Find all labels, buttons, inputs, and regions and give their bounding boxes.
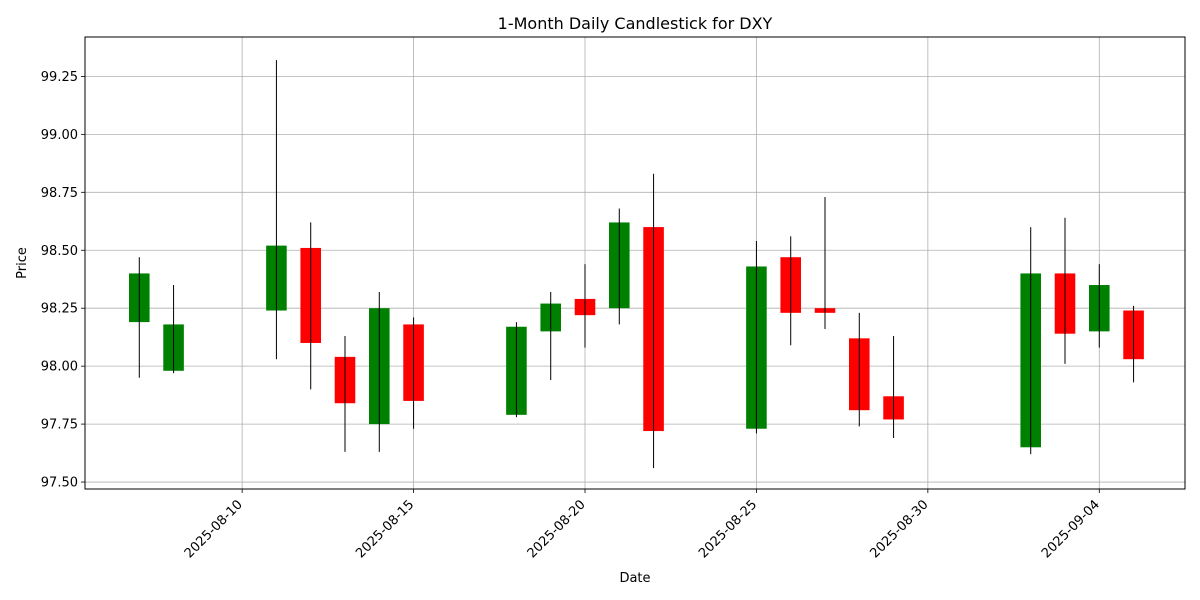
y-tick-label: 98.00 [41,360,78,375]
y-tick-label: 98.25 [41,302,78,317]
y-tick-label: 99.25 [41,70,78,85]
y-tick-label: 99.00 [41,128,78,143]
y-axis-ticks: 97.50 97.75 98.00 98.25 98.50 98.75 99.00 99.25 [41,70,85,491]
plot-frame [84,36,1186,490]
y-tick-label: 98.75 [41,186,78,201]
chart-title: 1-Month Daily Candlestick for DXY [498,14,773,33]
y-axis-label: Price [15,247,30,279]
y-tick-label: 98.50 [41,244,78,259]
candles [129,60,1144,469]
x-axis-label: Date [619,571,650,586]
y-tick-label: 97.75 [41,418,78,433]
y-tick-label: 97.50 [41,476,78,491]
